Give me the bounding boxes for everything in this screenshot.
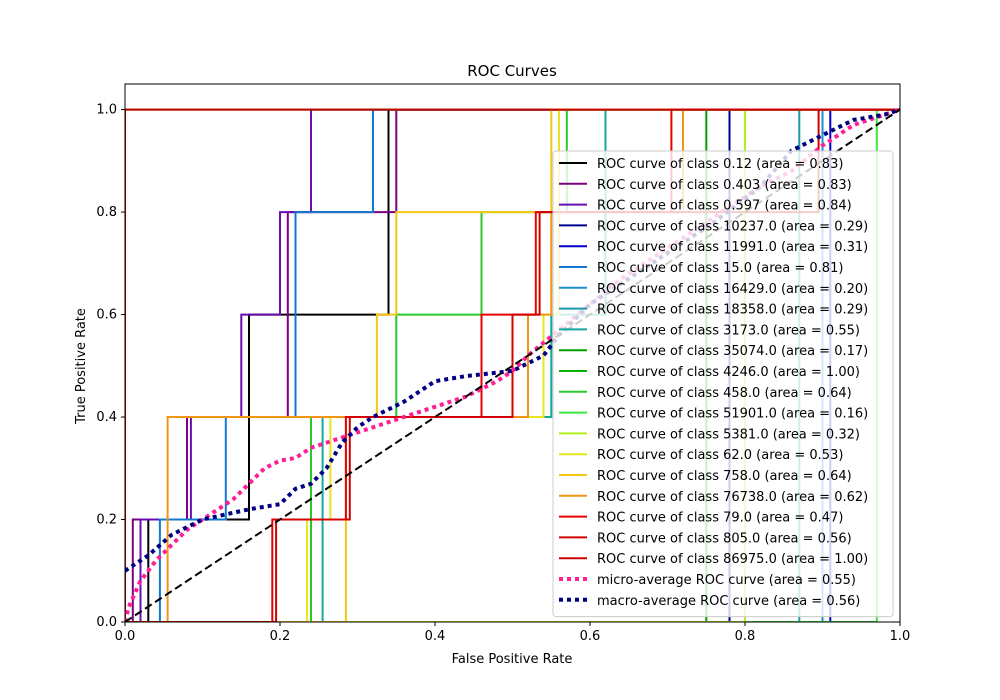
x-tick-label: 0.2 (270, 629, 291, 644)
legend-label: ROC curve of class 16429.0 (area = 0.20) (597, 282, 868, 297)
x-tick-label: 0.0 (115, 629, 136, 644)
y-tick-label: 0.2 (96, 513, 117, 528)
legend-label: ROC curve of class 62.0 (area = 0.53) (597, 448, 843, 463)
legend-label: ROC curve of class 0.597 (area = 0.84) (597, 199, 852, 214)
chart-title: ROC Curves (467, 62, 557, 80)
legend-label: ROC curve of class 18358.0 (area = 0.29) (597, 303, 868, 318)
legend-label: macro-average ROC curve (area = 0.56) (597, 594, 860, 609)
legend-box (552, 150, 894, 618)
y-axis-label: True Positive Rate (74, 308, 89, 425)
plot-frame (124, 83, 901, 623)
legend-label: ROC curve of class 458.0 (area = 0.64) (597, 386, 852, 401)
legend-label: micro-average ROC curve (area = 0.55) (597, 573, 856, 588)
legend-label: ROC curve of class 35074.0 (area = 0.17) (597, 344, 868, 359)
legend-label: ROC curve of class 0.12 (area = 0.83) (597, 157, 843, 172)
x-tick-label: 0.6 (580, 629, 601, 644)
y-tick-label: 0.6 (96, 308, 117, 323)
y-tick-label: 0.4 (96, 410, 117, 425)
legend-label: ROC curve of class 805.0 (area = 0.56) (597, 531, 852, 546)
y-tick-label: 0.0 (96, 615, 117, 630)
x-tick-label: 1.0 (890, 629, 911, 644)
legend-label: ROC curve of class 76738.0 (area = 0.62) (597, 490, 868, 505)
legend-label: ROC curve of class 86975.0 (area = 1.00) (597, 552, 868, 567)
x-tick-label: 0.4 (425, 629, 446, 644)
legend-label: ROC curve of class 79.0 (area = 0.47) (597, 511, 843, 526)
legend-label: ROC curve of class 15.0 (area = 0.81) (597, 261, 843, 276)
legend-label: ROC curve of class 5381.0 (area = 0.32) (597, 427, 860, 442)
legend-label: ROC curve of class 758.0 (area = 0.64) (597, 469, 852, 484)
legend-label: ROC curve of class 51901.0 (area = 0.16) (597, 407, 868, 422)
legend-label: ROC curve of class 4246.0 (area = 1.00) (597, 365, 860, 380)
legend-label: ROC curve of class 11991.0 (area = 0.31) (597, 240, 868, 255)
legend-label: ROC curve of class 3173.0 (area = 0.55) (597, 323, 860, 338)
legend-label: ROC curve of class 0.403 (area = 0.83) (597, 178, 852, 193)
legend-label: ROC curve of class 10237.0 (area = 0.29) (597, 219, 868, 234)
series-line-2 (125, 108, 900, 622)
y-tick-label: 0.8 (96, 205, 117, 220)
series-line-8 (125, 108, 900, 622)
y-tick-label: 1.0 (96, 103, 117, 118)
x-tick-label: 0.8 (735, 629, 756, 644)
series-line-19 (125, 108, 900, 622)
x-axis-label: False Positive Rate (452, 652, 573, 667)
